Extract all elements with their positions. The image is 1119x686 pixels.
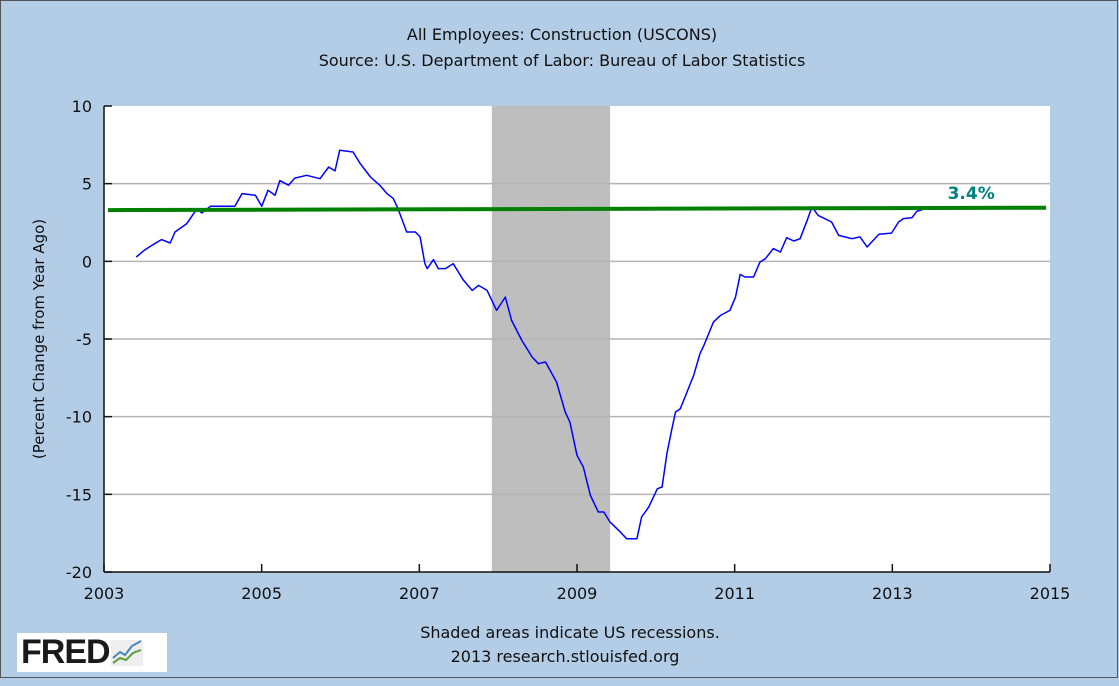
chart-subtitle: Source: U.S. Department of Labor: Bureau…	[319, 51, 806, 70]
annotation-label: 3.4%	[948, 184, 995, 204]
y-tick-label: -20	[66, 563, 92, 582]
x-tick-label: 2003	[84, 584, 125, 603]
fred-logo: FRED	[17, 633, 167, 672]
y-tick-label: 0	[82, 252, 92, 271]
y-tick-label: -5	[76, 330, 92, 349]
y-tick-label: -10	[66, 408, 92, 427]
fred-chart-icon	[110, 639, 143, 666]
y-axis-label: (Percent Change from Year Ago)	[30, 219, 48, 459]
reference-line	[107, 205, 1047, 213]
series-line	[135, 149, 926, 540]
x-tick-label: 2005	[241, 584, 282, 603]
source-note: 2013 research.stlouisfed.org	[451, 647, 680, 666]
y-tick-label: 10	[72, 97, 92, 116]
x-tick-label: 2015	[1030, 584, 1071, 603]
y-tick-label: -15	[66, 485, 92, 504]
x-tick-label: 2007	[399, 584, 440, 603]
y-tick-label: 5	[82, 175, 92, 194]
x-tick-label: 2013	[872, 584, 913, 603]
x-tick-label: 2011	[714, 584, 755, 603]
chart-title: All Employees: Construction (USCONS)	[407, 25, 717, 44]
x-tick-label: 2009	[557, 584, 598, 603]
recession-note: Shaded areas indicate US recessions.	[420, 623, 720, 642]
plot-area: 10 5 0 -5 -10 -15 -20 2003 2005 2007 2009 2011 2013 2…	[66, 97, 1071, 603]
